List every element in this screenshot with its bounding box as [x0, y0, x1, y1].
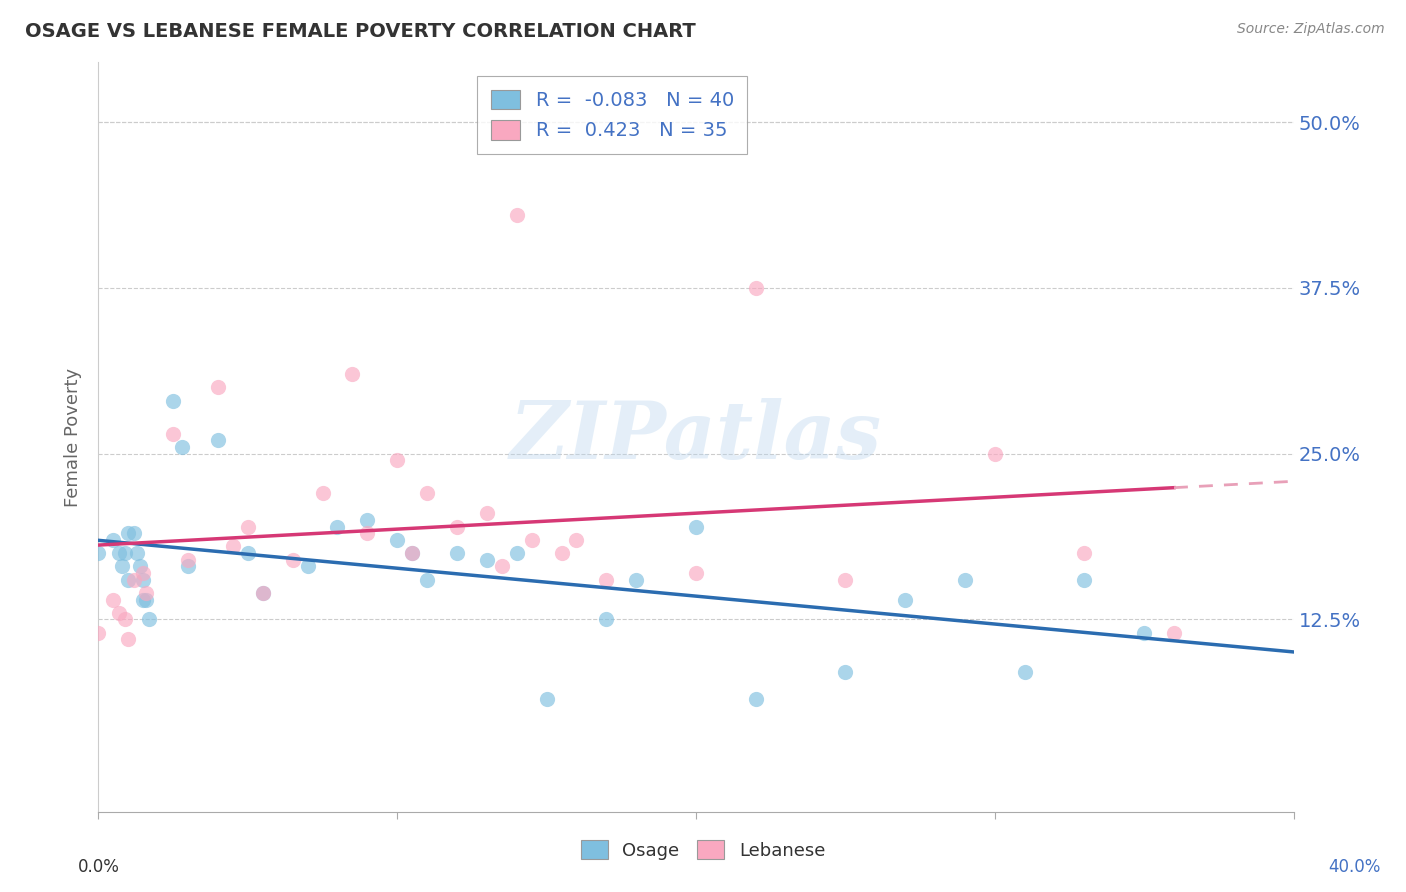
Text: ZIPatlas: ZIPatlas	[510, 399, 882, 475]
Point	[685, 566, 707, 580]
Point	[124, 573, 146, 587]
Point	[475, 553, 498, 567]
Point	[416, 573, 439, 587]
Point	[595, 612, 617, 626]
Point	[132, 566, 155, 580]
Point	[108, 546, 131, 560]
Text: OSAGE VS LEBANESE FEMALE POVERTY CORRELATION CHART: OSAGE VS LEBANESE FEMALE POVERTY CORRELA…	[25, 22, 696, 41]
Point	[124, 526, 146, 541]
Point	[385, 533, 409, 547]
Legend: R =  -0.083   N = 40, R =  0.423   N = 35: R = -0.083 N = 40, R = 0.423 N = 35	[477, 76, 748, 154]
Point	[236, 519, 259, 533]
Point	[356, 526, 378, 541]
Point	[207, 434, 229, 448]
Point	[135, 586, 157, 600]
Point	[745, 692, 768, 706]
Text: 40.0%: 40.0%	[1327, 858, 1381, 876]
Point	[745, 281, 768, 295]
Y-axis label: Female Poverty: Female Poverty	[65, 368, 83, 507]
Point	[87, 625, 110, 640]
Point	[281, 553, 304, 567]
Point	[207, 380, 229, 394]
Point	[1133, 625, 1156, 640]
Point	[132, 592, 155, 607]
Point	[127, 546, 149, 560]
Point	[491, 559, 513, 574]
Point	[114, 546, 136, 560]
Point	[1073, 546, 1095, 560]
Point	[356, 513, 378, 527]
Point	[401, 546, 423, 560]
Point	[108, 606, 131, 620]
Point	[342, 367, 364, 381]
Point	[162, 393, 184, 408]
Point	[385, 453, 409, 467]
Point	[595, 573, 617, 587]
Point	[222, 540, 245, 554]
Legend: Osage, Lebanese: Osage, Lebanese	[574, 833, 832, 867]
Point	[506, 208, 529, 222]
Point	[129, 559, 152, 574]
Point	[565, 533, 588, 547]
Point	[117, 632, 139, 647]
Point	[1073, 573, 1095, 587]
Point	[520, 533, 543, 547]
Point	[103, 533, 125, 547]
Point	[236, 546, 259, 560]
Point	[117, 573, 139, 587]
Point	[685, 519, 707, 533]
Point	[894, 592, 917, 607]
Point	[311, 486, 333, 500]
Point	[326, 519, 349, 533]
Point	[172, 440, 194, 454]
Point	[984, 447, 1007, 461]
Point	[111, 559, 134, 574]
Point	[103, 592, 125, 607]
Text: 0.0%: 0.0%	[77, 858, 120, 876]
Point	[401, 546, 423, 560]
Point	[953, 573, 976, 587]
Point	[114, 612, 136, 626]
Point	[1163, 625, 1185, 640]
Point	[834, 665, 856, 680]
Point	[252, 586, 274, 600]
Point	[177, 553, 200, 567]
Point	[177, 559, 200, 574]
Point	[87, 546, 110, 560]
Point	[475, 506, 498, 520]
Point	[834, 573, 856, 587]
Point	[446, 519, 468, 533]
Point	[138, 612, 160, 626]
Point	[550, 546, 572, 560]
Point	[135, 592, 157, 607]
Point	[1014, 665, 1036, 680]
Point	[416, 486, 439, 500]
Point	[132, 573, 155, 587]
Point	[117, 526, 139, 541]
Point	[626, 573, 648, 587]
Point	[446, 546, 468, 560]
Point	[252, 586, 274, 600]
Point	[162, 426, 184, 441]
Text: Source: ZipAtlas.com: Source: ZipAtlas.com	[1237, 22, 1385, 37]
Point	[536, 692, 558, 706]
Point	[297, 559, 319, 574]
Point	[506, 546, 529, 560]
